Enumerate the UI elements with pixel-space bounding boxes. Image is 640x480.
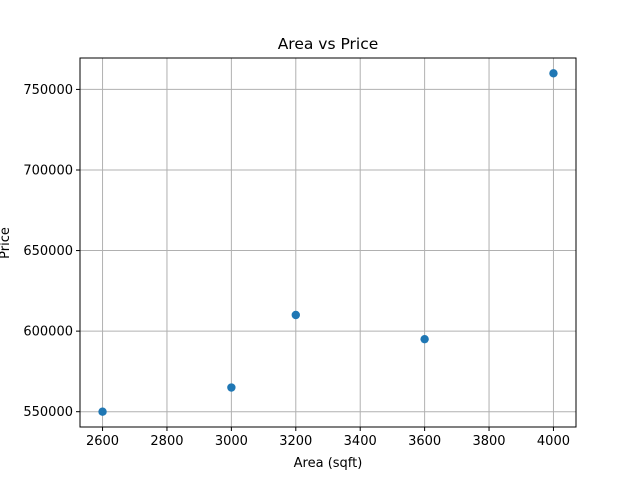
x-tick-label: 2800 [150, 434, 183, 449]
x-tick-label: 2600 [86, 434, 119, 449]
y-tick-label: 700000 [23, 163, 73, 178]
grid [80, 58, 576, 427]
x-tick-label: 3800 [472, 434, 505, 449]
x-tick-label: 3400 [344, 434, 377, 449]
data-points [98, 69, 558, 416]
x-tick-label: 4000 [537, 434, 570, 449]
x-tick-label: 3000 [215, 434, 248, 449]
data-point [291, 310, 300, 320]
y-axis-label: Price [0, 227, 13, 259]
x-axis-label: Area (sqft) [294, 456, 363, 471]
plot-frame [79, 57, 577, 428]
x-tick-label: 3600 [408, 434, 441, 449]
y-tick-label: 600000 [23, 325, 73, 340]
y-tick-label: 650000 [23, 244, 73, 259]
chart-title: Area vs Price [278, 35, 379, 53]
x-tick-label: 3200 [279, 434, 312, 449]
data-point [227, 383, 236, 392]
y-tick-label: 550000 [23, 405, 73, 420]
data-point [98, 407, 107, 416]
data-point [420, 334, 429, 344]
axis-ticks: 2600 2800 3000 3200 3400 3600 3800 4000 550000 60… [23, 83, 570, 449]
data-point [549, 69, 558, 78]
y-tick-label: 750000 [23, 83, 73, 98]
